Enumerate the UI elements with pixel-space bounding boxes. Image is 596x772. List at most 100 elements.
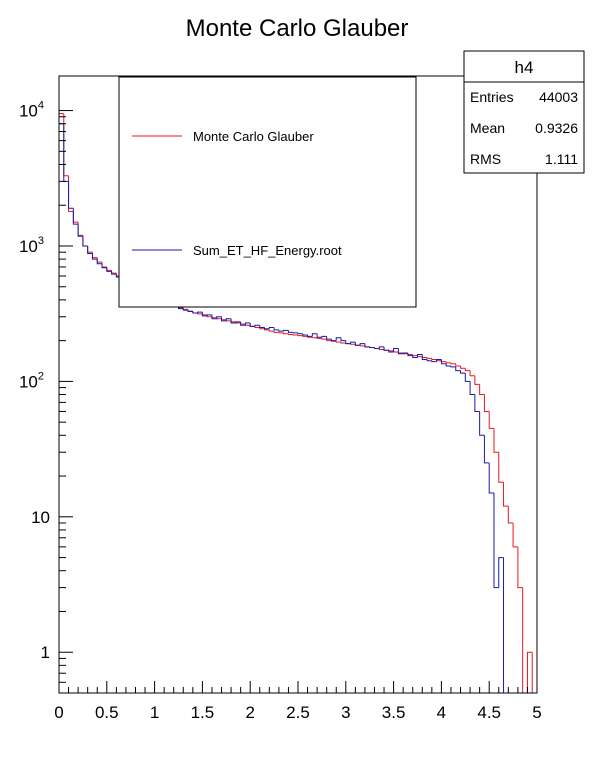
histogram-bin [321,335,327,338]
histogram-bin [507,506,514,524]
histogram-bin [297,335,303,337]
histogram-bin [87,245,93,255]
histogram-bin [230,318,236,324]
histogram-bin [302,333,308,336]
histogram-bin [417,354,423,358]
histogram-bin [479,411,485,436]
histogram-bin [182,308,189,311]
histogram-bin [503,557,509,694]
histogram-bin [350,343,356,345]
histogram-bin [111,270,117,274]
histogram-bin [96,257,103,263]
histogram-bin [259,325,265,329]
histogram-bin [249,322,255,327]
histogram-bin [421,356,428,359]
histogram-bin [68,175,74,212]
histogram-bin [206,314,212,316]
histogram-bin [369,346,375,348]
histogram-bin [498,557,504,588]
histogram-bin [474,394,480,412]
histogram-bin [445,361,451,364]
histogram-bin [340,337,346,342]
legend-label-sum-et-hf-energy: Sum_ET_HF_Energy.root [193,243,342,258]
histogram-bin [426,359,432,362]
histogram-bin [254,326,260,329]
histogram-bin [273,331,279,333]
histogram-bin [316,337,322,339]
histogram-bin [455,363,461,367]
histogram-bin [359,343,365,346]
histogram-bin [531,652,537,694]
stats-title: h4 [515,58,534,77]
histogram-bin [82,235,88,247]
histogram-bin [292,332,298,334]
histogram-bin [421,354,428,361]
histogram-bin [345,340,351,345]
histogram-bin [412,355,418,359]
stats-rms-value: 1.111 [545,151,578,167]
histogram-bin [77,224,83,237]
y-tick-label: 10 [31,508,50,527]
histogram-bin [302,335,308,337]
histogram-bin [287,330,294,333]
histogram-bin [244,324,251,326]
histogram-bin [187,310,193,313]
histogram-bin [91,252,98,259]
histogram-bin [72,211,79,223]
histogram-bin [197,311,203,313]
x-tick-label: 1 [150,703,159,722]
histogram-bin [240,322,246,325]
x-tick-label: 0 [54,703,63,722]
histogram-bin [455,366,461,372]
histogram-bin [426,357,432,359]
histogram-bin [417,355,423,358]
x-tick-label: 5 [532,703,541,722]
y-tick-label: 103 [19,235,44,256]
histogram-bin [488,411,494,429]
histogram-bin [240,321,246,326]
legend-label-monte-carlo-glauber: Monte Carlo Glauber [193,129,314,144]
stats-mean-label: Mean [470,120,505,136]
histogram-bin [354,342,361,346]
legend-box [118,76,417,308]
histogram-bin [412,354,418,357]
histogram-bin [77,222,83,236]
histogram-bin [225,319,232,322]
histogram-bin [440,359,447,365]
y-tick-label: 102 [19,370,44,391]
histogram-bin [58,123,64,693]
histogram-bin [350,341,356,344]
stats-rms-label: RMS [470,151,501,167]
histogram-bin [216,316,222,319]
histogram-bin [397,348,404,355]
histogram-bin [517,546,523,589]
histogram-bin [335,337,342,341]
histogram-bin [359,345,365,347]
histogram-bin [268,327,275,329]
histogram-bin [101,263,107,269]
histogram-bin [326,336,332,340]
histogram-bin [378,346,385,349]
histogram-bin [283,332,289,335]
histogram-bin [397,351,404,354]
histogram-bin [182,307,189,310]
histogram-bin [221,318,227,321]
histogram-bin [512,523,518,548]
histogram-bin [201,313,208,316]
histogram-bin [297,332,303,335]
histogram-bin [445,363,451,367]
histogram-bin [321,338,327,340]
histogram-bin [436,359,442,362]
histogram-bin [407,353,413,357]
histogram-bin [307,335,313,337]
histogram-bin [431,360,437,363]
histogram-bin [469,370,475,377]
histogram-bin [106,267,112,272]
histogram-bin [335,341,342,343]
histogram-bin [316,333,322,338]
histogram-bin [330,339,337,342]
histogram-bin [72,208,79,225]
histogram-bin [388,350,394,353]
histogram-bin [63,113,69,177]
